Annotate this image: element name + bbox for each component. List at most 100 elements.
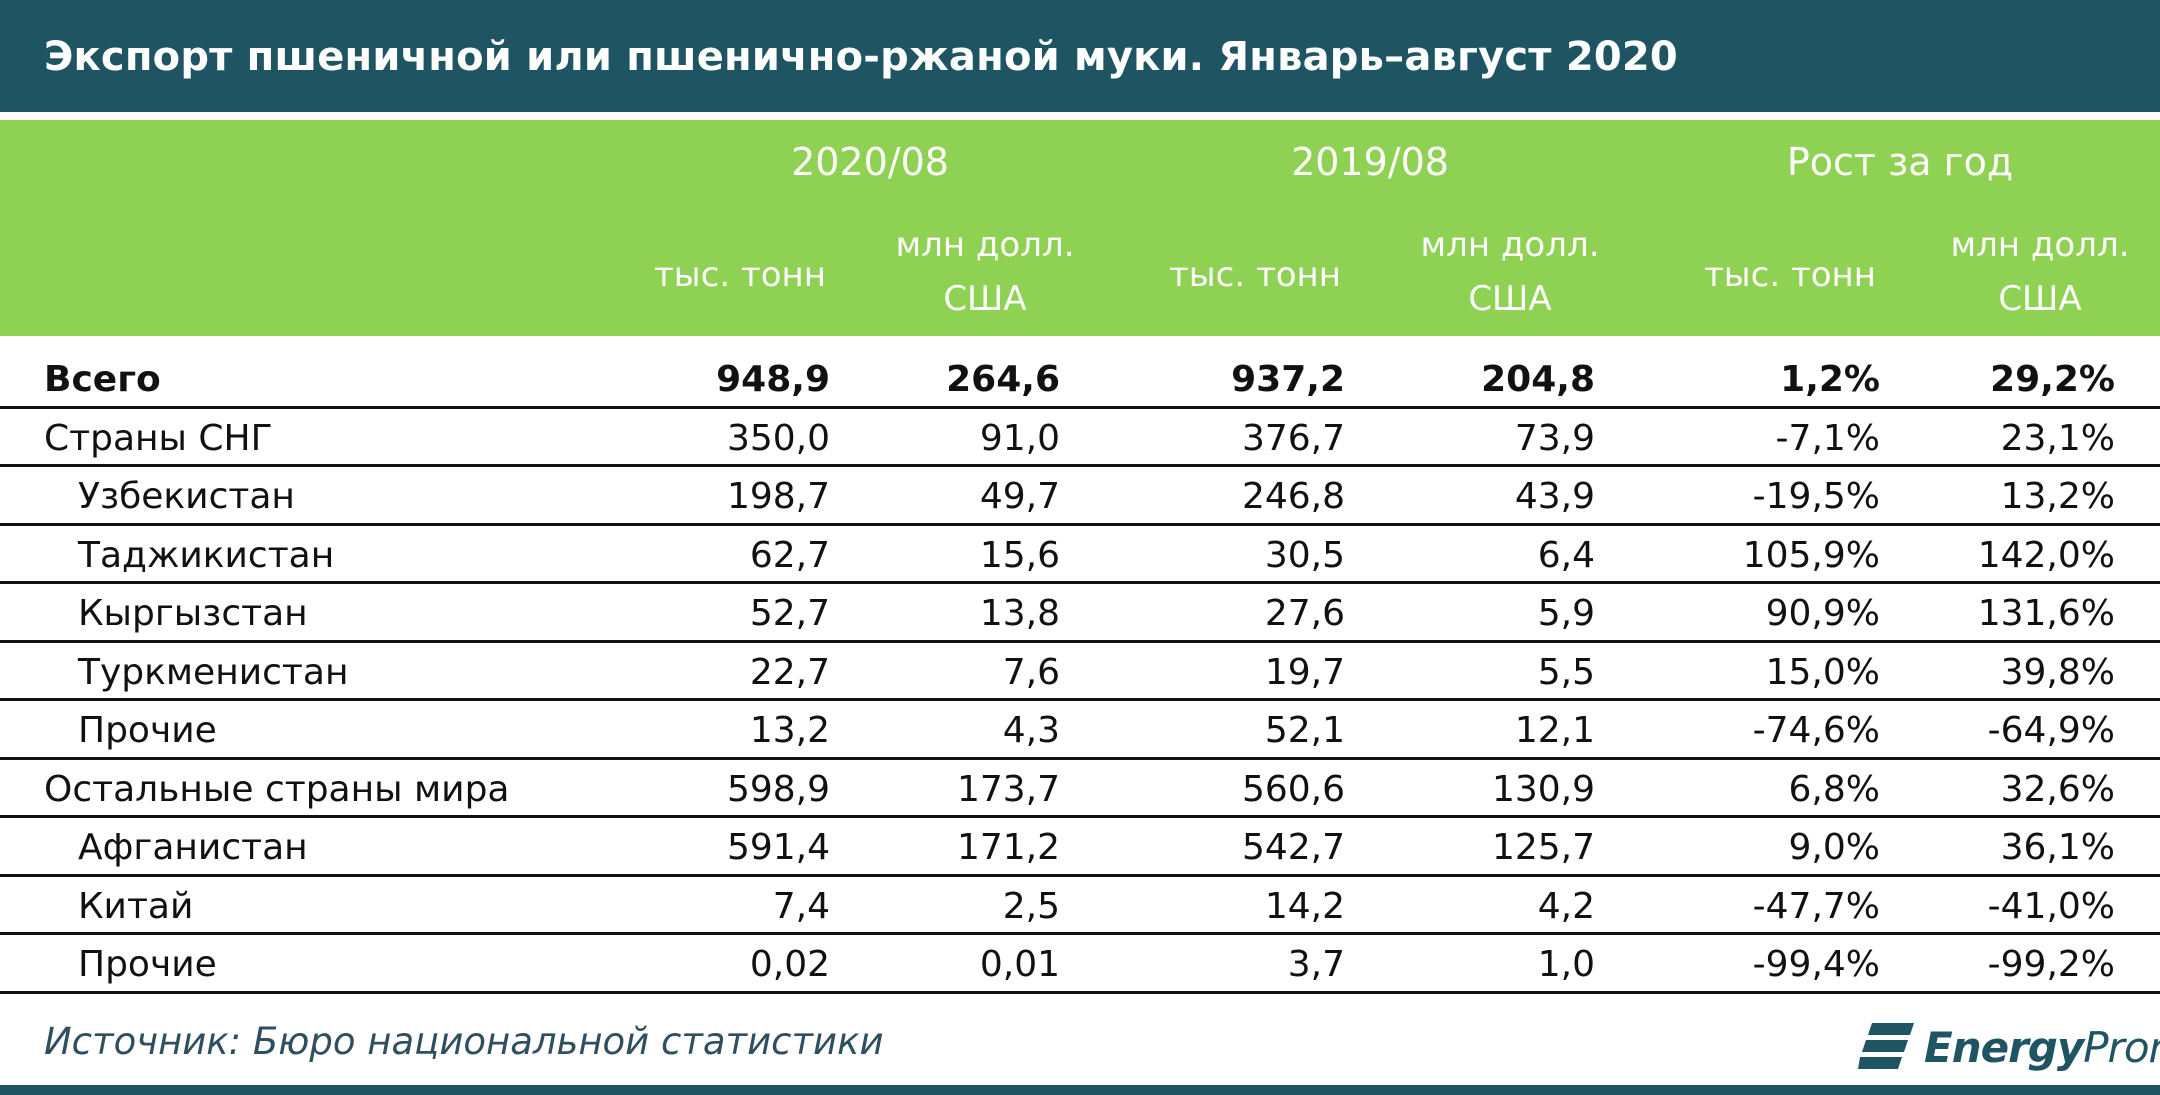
table-row: Китай 7,4 2,5 14,2 4,2 -47,7% -41,0% xyxy=(0,877,2160,935)
cell-growth-usd: 13,2% xyxy=(2000,476,2115,517)
table-row: Таджикистан 62,7 15,6 30,5 6,4 105,9% 142,0% xyxy=(0,526,2160,584)
cell-growth-tonnes: 90,9% xyxy=(1765,593,1880,634)
table-row: Узбекистан 198,7 49,7 246,8 43,9 -19,5% 13,2% xyxy=(0,467,2160,526)
row-label: Прочие xyxy=(78,944,217,985)
cell-tonnes-2019: 19,7 xyxy=(1264,651,1345,693)
cell-usd-2020: 0,01 xyxy=(979,944,1060,985)
cell-usd-2019: 12,1 xyxy=(1514,710,1595,751)
cell-growth-usd: 32,6% xyxy=(2000,768,2115,810)
row-divider xyxy=(0,405,2160,409)
cell-tonnes-2019: 560,6 xyxy=(1241,768,1345,810)
cell-usd-2019: 5,5 xyxy=(1537,651,1595,693)
cell-growth-tonnes: 105,9% xyxy=(1742,534,1880,576)
cell-tonnes-2020: 591,4 xyxy=(726,827,830,868)
cell-usd-2020: 7,6 xyxy=(1002,651,1060,693)
col-header-usd-2019: млн долл. США xyxy=(1395,218,1625,326)
cell-growth-usd: -41,0% xyxy=(1987,885,2115,927)
cell-growth-tonnes: 9,0% xyxy=(1788,827,1880,868)
unit-usa: США xyxy=(1468,279,1552,319)
cell-usd-2019: 6,4 xyxy=(1537,534,1595,576)
row-divider xyxy=(0,464,2160,467)
cell-growth-usd: 142,0% xyxy=(1977,534,2115,576)
table-row: Остальные страны мира 598,9 173,7 560,6 130,… xyxy=(0,760,2160,818)
cell-growth-usd: -64,9% xyxy=(1987,710,2115,751)
cell-tonnes-2020: 13,2 xyxy=(749,710,830,751)
source-note: Источник: Бюро национальной статистики xyxy=(44,1020,884,1063)
table-row: Прочие 13,2 4,3 52,1 12,1 -74,6% -64,9% xyxy=(0,701,2160,760)
row-label: Остальные страны мира xyxy=(44,768,510,810)
bottom-bar xyxy=(0,1085,2160,1095)
cell-growth-tonnes: 15,0% xyxy=(1765,651,1880,693)
unit-usa: США xyxy=(1998,279,2082,319)
cell-usd-2019: 5,9 xyxy=(1537,593,1595,634)
cell-usd-2020: 264,6 xyxy=(946,359,1060,400)
col-header-tonnes-2020: тыс. тонн xyxy=(653,255,827,295)
table-row: Прочие 0,02 0,01 3,7 1,0 -99,4% -99,2% xyxy=(0,935,2160,994)
group-header-2019: 2019/08 xyxy=(1291,140,1449,184)
cell-usd-2019: 204,8 xyxy=(1481,359,1595,400)
unit-mln: млн долл. xyxy=(895,225,1075,265)
cell-usd-2019: 4,2 xyxy=(1537,885,1595,927)
cell-tonnes-2020: 62,7 xyxy=(749,534,830,576)
cell-usd-2020: 91,0 xyxy=(979,417,1060,459)
cell-growth-tonnes: -47,7% xyxy=(1752,885,1880,927)
group-header-growth: Рост за год xyxy=(1786,140,2014,184)
cell-growth-tonnes: -99,4% xyxy=(1752,944,1880,985)
row-label: Всего xyxy=(44,359,161,400)
cell-tonnes-2019: 937,2 xyxy=(1231,359,1345,400)
row-label: Узбекистан xyxy=(78,476,295,517)
table-header: 2020/08 2019/08 Рост за год тыс. тонн мл… xyxy=(0,120,2160,336)
cell-growth-tonnes: 1,2% xyxy=(1780,359,1880,400)
logo-text-light: Prom xyxy=(2083,1023,2160,1072)
cell-tonnes-2019: 30,5 xyxy=(1264,534,1345,576)
cell-growth-usd: -99,2% xyxy=(1987,944,2115,985)
cell-usd-2019: 130,9 xyxy=(1491,768,1595,810)
cell-usd-2019: 125,7 xyxy=(1491,827,1595,868)
cell-usd-2020: 2,5 xyxy=(1002,885,1060,927)
cell-tonnes-2019: 3,7 xyxy=(1287,944,1345,985)
cell-usd-2020: 171,2 xyxy=(956,827,1060,868)
row-label: Страны СНГ xyxy=(44,417,273,459)
row-label: Таджикистан xyxy=(78,534,335,576)
cell-growth-tonnes: -74,6% xyxy=(1752,710,1880,751)
unit-mln: млн долл. xyxy=(1950,225,2130,265)
cell-usd-2019: 73,9 xyxy=(1514,417,1595,459)
row-divider xyxy=(0,815,2160,818)
cell-growth-usd: 23,1% xyxy=(2000,417,2115,459)
logo-mark-icon xyxy=(1858,1023,1914,1069)
row-divider xyxy=(0,522,2160,526)
cell-tonnes-2019: 14,2 xyxy=(1264,885,1345,927)
cell-usd-2020: 4,3 xyxy=(1002,710,1060,751)
group-header-2020: 2020/08 xyxy=(791,140,949,184)
cell-growth-tonnes: 6,8% xyxy=(1788,768,1880,810)
col-header-tonnes-growth: тыс. тонн xyxy=(1703,255,1877,295)
cell-usd-2020: 15,6 xyxy=(979,534,1060,576)
energyprom-logo: EnergyProm xyxy=(1858,1015,2160,1075)
cell-growth-tonnes: -19,5% xyxy=(1752,476,1880,517)
cell-tonnes-2020: 0,02 xyxy=(749,944,830,985)
cell-usd-2020: 13,8 xyxy=(979,593,1060,634)
row-divider xyxy=(0,932,2160,935)
unit-usa: США xyxy=(943,279,1027,319)
cell-tonnes-2019: 52,1 xyxy=(1264,710,1345,751)
table-row: Афганистан 591,4 171,2 542,7 125,7 9,0% 36,1% xyxy=(0,818,2160,877)
unit-mln: млн долл. xyxy=(1420,225,1600,265)
cell-tonnes-2019: 27,6 xyxy=(1264,593,1345,634)
row-label: Прочие xyxy=(78,710,217,751)
cell-tonnes-2020: 22,7 xyxy=(749,651,830,693)
cell-tonnes-2020: 598,9 xyxy=(726,768,830,810)
row-label: Кыргызстан xyxy=(78,593,308,634)
cell-growth-usd: 131,6% xyxy=(1977,593,2115,634)
row-divider xyxy=(0,639,2160,643)
row-label: Китай xyxy=(78,885,194,927)
table-title: Экспорт пшеничной или пшенично-ржаной му… xyxy=(44,34,1678,80)
cell-tonnes-2019: 542,7 xyxy=(1241,827,1345,868)
row-divider xyxy=(0,873,2160,877)
col-header-usd-growth: млн долл. США xyxy=(1925,218,2155,326)
row-divider xyxy=(0,990,2160,994)
cell-growth-usd: 29,2% xyxy=(1990,359,2115,400)
row-divider xyxy=(0,698,2160,701)
cell-growth-tonnes: -7,1% xyxy=(1775,417,1880,459)
logo-text: EnergyProm xyxy=(1924,1023,2160,1072)
logo-text-bold: Energy xyxy=(1924,1023,2084,1072)
